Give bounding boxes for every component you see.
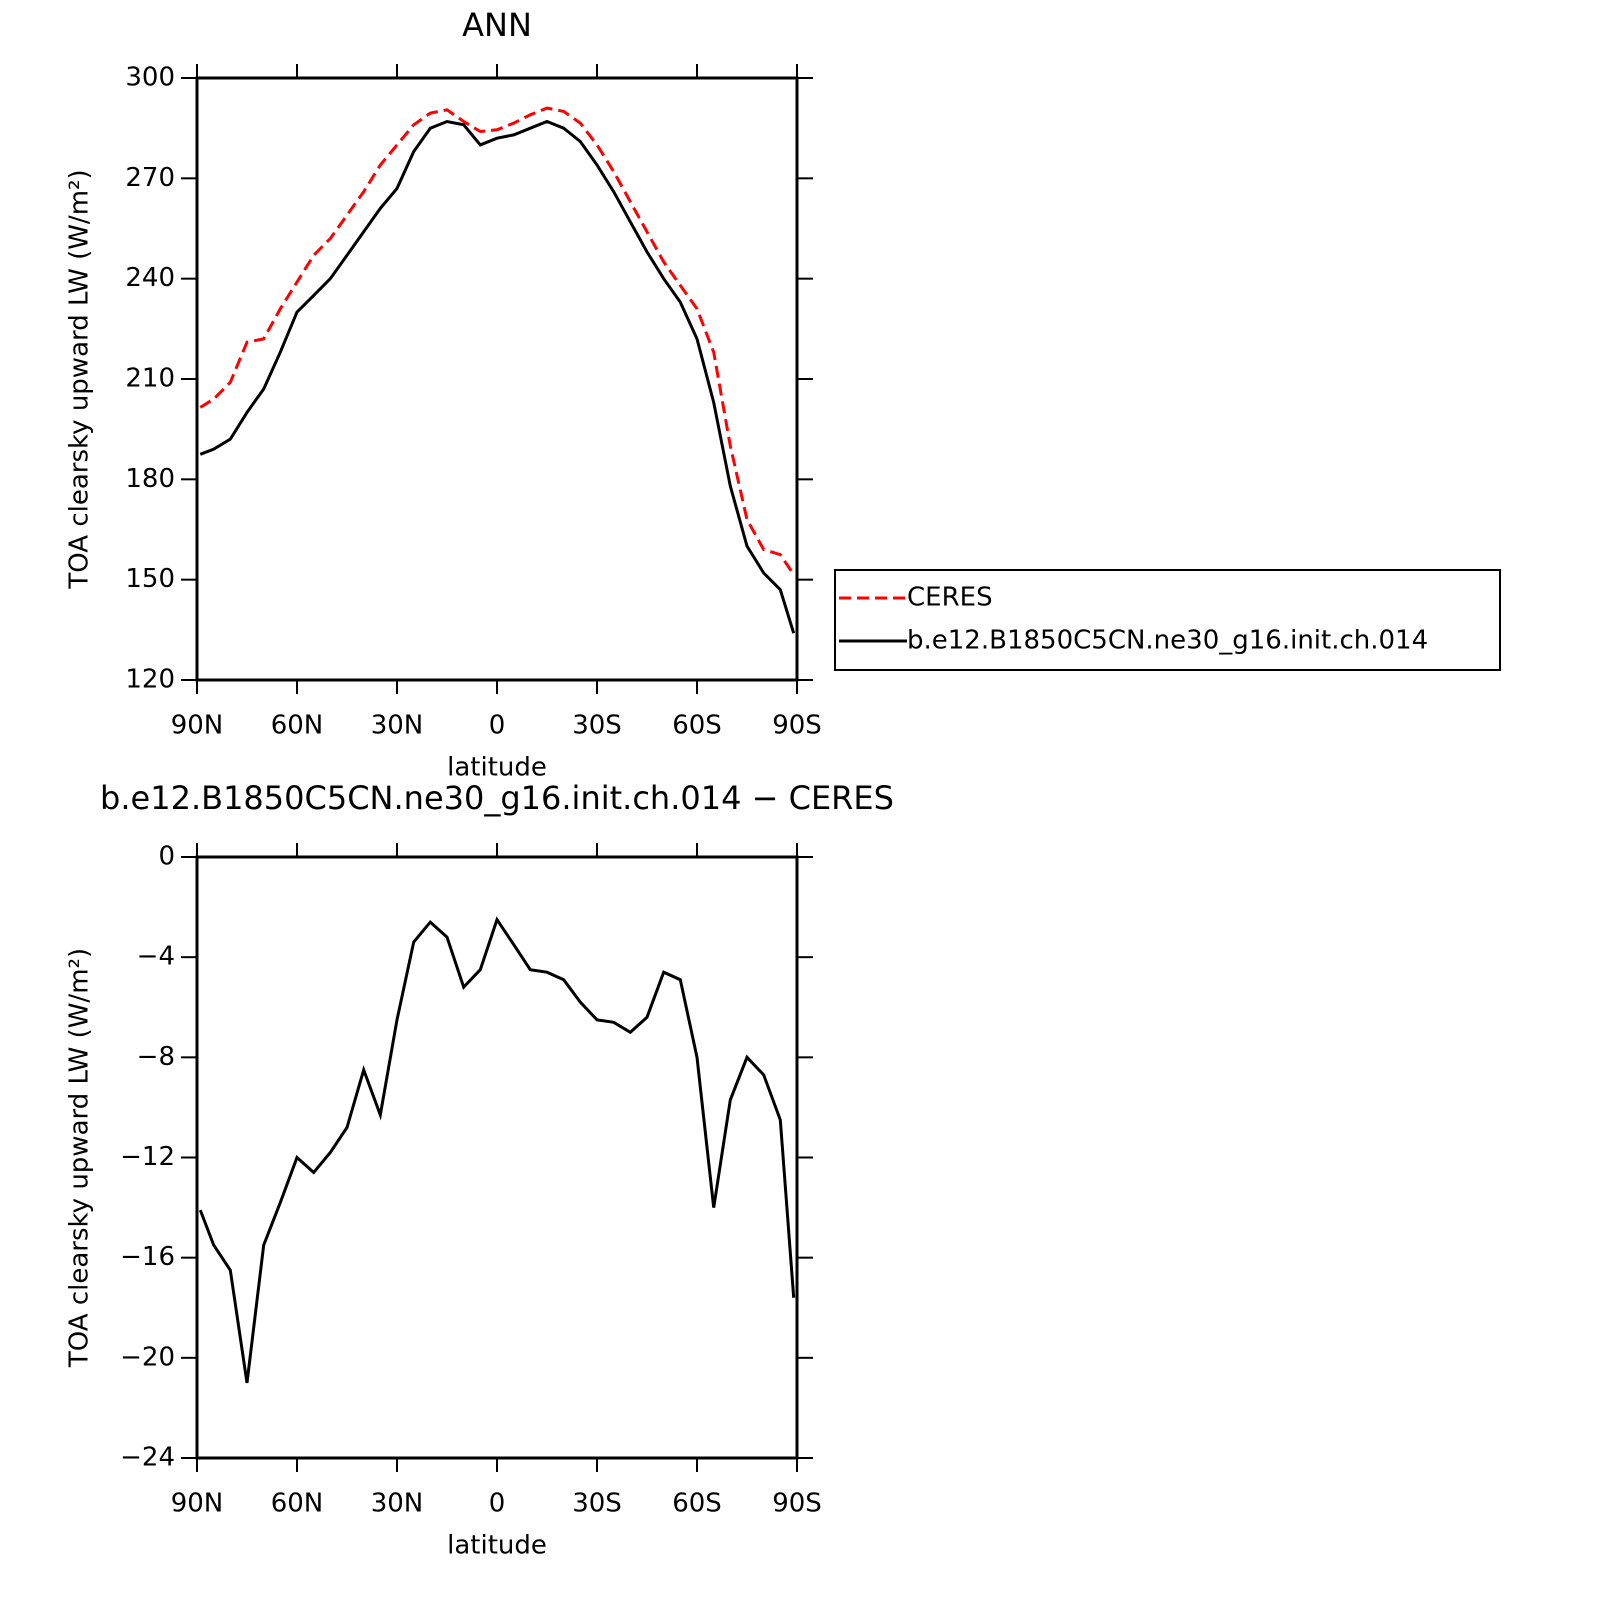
x-tick-label: 30S xyxy=(572,1489,622,1519)
y-tick-label: 210 xyxy=(125,364,175,394)
x-tick-label: 30N xyxy=(371,1489,424,1519)
x-tick-label: 90S xyxy=(772,1489,822,1519)
y-axis-label: TOA clearsky upward LW (W/m²) xyxy=(65,948,95,1368)
y-tick-label: −20 xyxy=(120,1342,175,1372)
y-tick-label: 240 xyxy=(125,263,175,293)
y-tick-label: −8 xyxy=(137,1042,175,1072)
x-tick-label: 60N xyxy=(271,711,324,741)
x-tick-label: 60S xyxy=(672,1489,722,1519)
x-tick-label: 60N xyxy=(271,1489,324,1519)
x-tick-label: 30S xyxy=(572,711,622,741)
legend-frame xyxy=(834,569,1501,671)
x-tick-label: 0 xyxy=(489,1489,506,1519)
y-tick-label: −4 xyxy=(137,942,175,972)
y-tick-label: 180 xyxy=(125,464,175,494)
chart-title: ANN xyxy=(462,6,532,44)
y-tick-label: 300 xyxy=(125,63,175,93)
legend-label: CERES xyxy=(907,583,993,613)
y-tick-label: 0 xyxy=(158,842,175,872)
x-tick-label: 0 xyxy=(489,711,506,741)
data-line xyxy=(199,106,795,576)
data-line xyxy=(198,916,796,1384)
y-axis-label: TOA clearsky upward LW (W/m²) xyxy=(65,169,95,589)
x-tick-label: 60S xyxy=(672,711,722,741)
data-line xyxy=(199,119,796,634)
y-tick-label: −12 xyxy=(120,1142,175,1172)
x-tick-label: 90N xyxy=(171,1489,224,1519)
x-tick-label: 30N xyxy=(371,711,424,741)
y-tick-label: −24 xyxy=(120,1443,175,1473)
y-tick-label: −16 xyxy=(120,1242,175,1272)
x-tick-label: 90S xyxy=(772,711,822,741)
y-tick-label: 150 xyxy=(125,564,175,594)
legend-label: b.e12.B1850C5CN.ne30_g16.init.ch.014 xyxy=(907,626,1428,656)
x-axis-label: latitude xyxy=(447,1531,547,1561)
x-axis-label: latitude xyxy=(447,753,547,783)
x-tick-label: 90N xyxy=(171,711,224,741)
y-tick-label: 270 xyxy=(125,163,175,193)
chart-title: b.e12.B1850C5CN.ne30_g16.init.ch.014 − C… xyxy=(100,779,894,817)
y-tick-label: 120 xyxy=(125,665,175,695)
